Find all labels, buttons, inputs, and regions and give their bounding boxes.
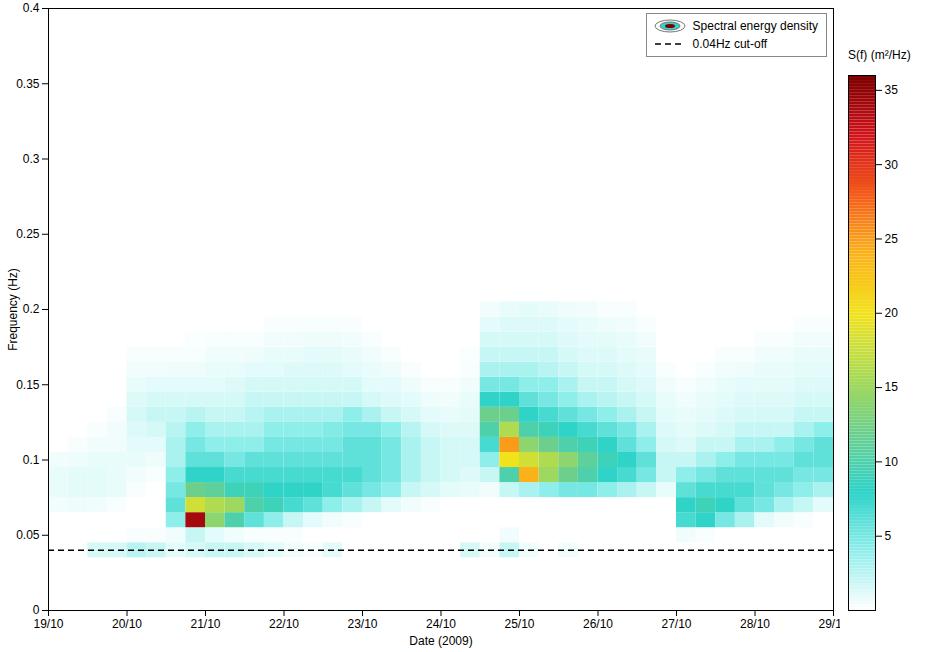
svg-text:29/10: 29/10 [818, 617, 840, 631]
svg-text:10: 10 [885, 455, 899, 469]
svg-text:0.4: 0.4 [23, 1, 40, 15]
svg-text:27/10: 27/10 [661, 617, 691, 631]
svg-text:22/10: 22/10 [269, 617, 299, 631]
svg-text:21/10: 21/10 [190, 617, 220, 631]
svg-text:0.15: 0.15 [16, 378, 40, 392]
svg-text:Frequency (Hz): Frequency (Hz) [6, 268, 20, 351]
svg-text:15: 15 [885, 380, 899, 394]
html-text:S(f) (m²/Hz): S(f) (m²/Hz) [848, 48, 911, 62]
html-text:0.04Hz cut-off: 0.04Hz cut-off [692, 37, 768, 51]
svg-text:0.1: 0.1 [23, 453, 40, 467]
svg-text:30: 30 [885, 158, 899, 172]
svg-text:0: 0 [33, 603, 40, 617]
svg-text:28/10: 28/10 [740, 617, 770, 631]
svg-text:0.25: 0.25 [16, 227, 40, 241]
svg-text:26/10: 26/10 [583, 617, 613, 631]
svg-text:35: 35 [885, 83, 899, 97]
svg-text:19/10: 19/10 [33, 617, 63, 631]
svg-text:0.3: 0.3 [23, 152, 40, 166]
svg-text:20: 20 [885, 306, 899, 320]
html-text:Spectral energy density: Spectral energy density [692, 19, 818, 33]
svg-text:5: 5 [885, 529, 892, 543]
svg-text:25: 25 [885, 232, 899, 246]
svg-text:25/10: 25/10 [504, 617, 534, 631]
svg-text:0.35: 0.35 [16, 77, 40, 91]
svg-text:Date (2009): Date (2009) [409, 634, 472, 648]
svg-text:24/10: 24/10 [426, 617, 456, 631]
svg-text:23/10: 23/10 [347, 617, 377, 631]
svg-text:20/10: 20/10 [112, 617, 142, 631]
svg-text:0.2: 0.2 [23, 302, 40, 316]
svg-text:0.05: 0.05 [16, 528, 40, 542]
